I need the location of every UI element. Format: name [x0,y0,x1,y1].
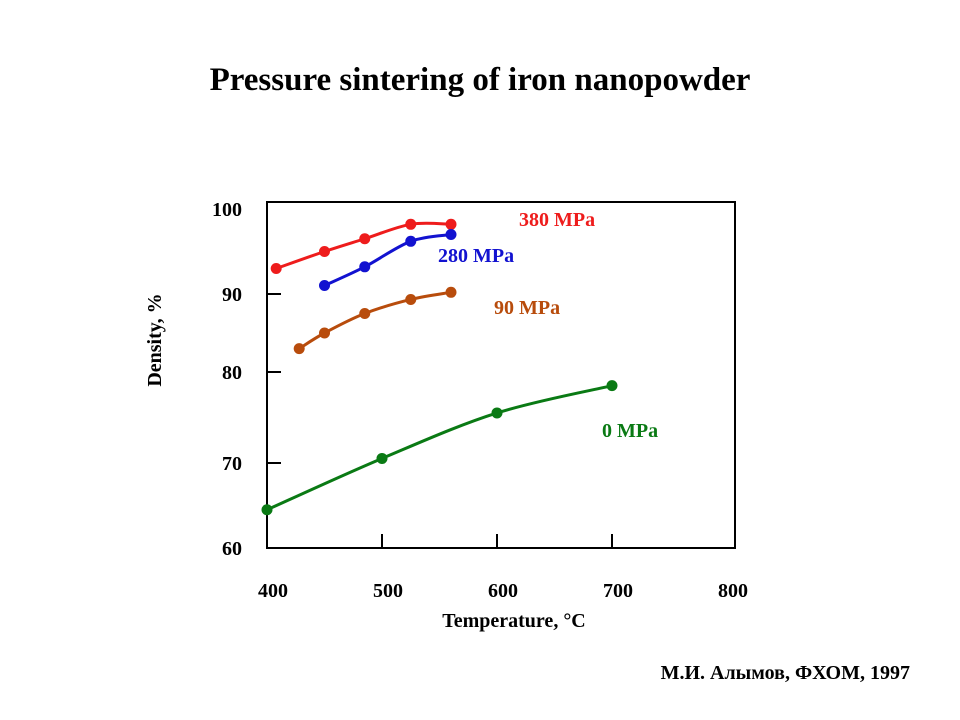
data-point [405,235,417,247]
data-point [445,229,457,240]
data-point [359,233,371,245]
series-line [323,233,452,287]
y-tick-label: 60 [222,538,242,560]
x-tick-label: 500 [373,580,403,602]
series-line [266,384,613,512]
data-point [270,263,282,274]
data-point [491,407,503,419]
chart-title: Pressure sintering of iron nanopowder [209,62,751,98]
y-tick-label: 90 [222,284,242,306]
data-point [405,293,417,305]
plot-frame [266,201,736,549]
data-point [319,327,330,339]
y-tick-label: 100 [212,199,242,221]
source-credit: М.И. Алымов, ФХОМ, 1997 [660,662,910,684]
data-point [606,380,618,392]
series-label: 280 MPa [438,245,514,267]
data-point [445,218,457,230]
data-point [359,308,371,319]
x-tick-label: 400 [258,580,288,602]
data-point [376,452,388,464]
series-label: 380 MPa [519,209,595,231]
x-axis-label: Temperature, °C [442,610,586,632]
x-tick-label: 600 [488,580,518,602]
y-tick-label: 70 [222,453,242,475]
series-0-mpa: 0 MPa [261,380,658,516]
x-tick-label: 700 [603,580,633,602]
series-label: 0 MPa [602,420,658,442]
data-point [445,286,457,298]
y-axis-label: Density, % [144,293,166,386]
series-line [298,290,452,350]
x-tick-label: 800 [718,580,748,602]
data-point [319,246,330,257]
y-tick-label: 80 [222,362,242,384]
series-90-mpa: 90 MPa [293,286,560,355]
data-point [293,343,305,355]
series-380-mpa: 380 MPa [270,209,595,274]
series-280-mpa: 280 MPa [319,229,514,291]
data-point [359,261,371,273]
series-label: 90 MPa [494,297,560,319]
data-point [405,218,417,230]
data-point [261,504,273,516]
data-point [319,280,330,291]
